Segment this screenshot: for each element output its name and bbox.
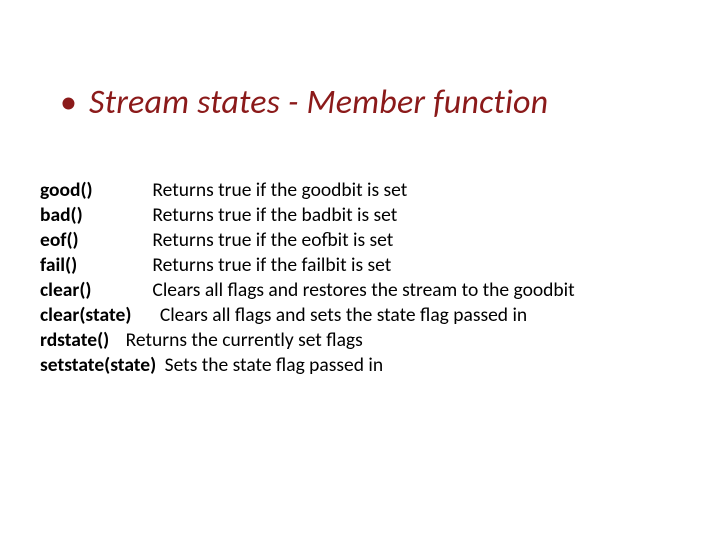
list-item: rdstate() Returns the currently set flag… bbox=[40, 328, 680, 353]
list-item: fail() Returns true if the failbit is se… bbox=[40, 253, 680, 278]
function-name: good() bbox=[40, 178, 148, 203]
function-desc: Clears all flags and restores the stream… bbox=[152, 278, 574, 302]
function-desc: Returns the currently set flags bbox=[126, 328, 363, 352]
list-item: bad() Returns true if the badbit is set bbox=[40, 203, 680, 228]
function-name: clear() bbox=[40, 278, 148, 303]
function-desc: Clears all flags and sets the state flag… bbox=[160, 303, 527, 327]
list-item: clear(state) Clears all flags and sets t… bbox=[40, 303, 680, 328]
heading-text: Stream states - Member function bbox=[89, 82, 548, 123]
function-desc: Returns true if the failbit is set bbox=[152, 253, 391, 277]
function-name: fail() bbox=[40, 253, 148, 278]
heading-bullet: • bbox=[60, 82, 77, 123]
function-desc: Returns true if the badbit is set bbox=[152, 203, 397, 227]
function-desc: Sets the state flag passed in bbox=[165, 353, 383, 377]
function-list: good() Returns true if the goodbit is se… bbox=[40, 178, 680, 378]
slide-heading: • Stream states - Member function bbox=[60, 82, 548, 123]
function-name: clear(state) bbox=[40, 303, 131, 328]
function-name: eof() bbox=[40, 228, 148, 253]
function-name: bad() bbox=[40, 203, 148, 228]
list-item: good() Returns true if the goodbit is se… bbox=[40, 178, 680, 203]
list-item: setstate(state) Sets the state flag pass… bbox=[40, 353, 680, 378]
function-name: setstate(state) bbox=[40, 353, 156, 378]
function-name: rdstate() bbox=[40, 328, 109, 353]
list-item: eof() Returns true if the eofbit is set bbox=[40, 228, 680, 253]
list-item: clear() Clears all flags and restores th… bbox=[40, 278, 680, 303]
function-desc: Returns true if the goodbit is set bbox=[152, 178, 407, 202]
function-desc: Returns true if the eofbit is set bbox=[152, 228, 393, 252]
